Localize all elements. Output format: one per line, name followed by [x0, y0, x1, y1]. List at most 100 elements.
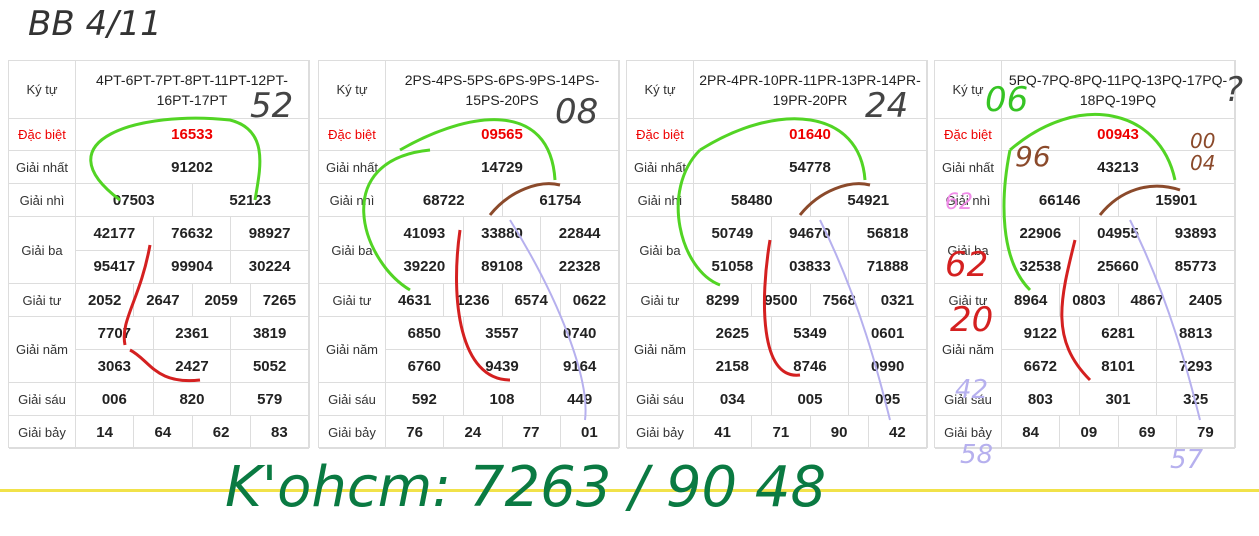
prize-number: 14: [76, 416, 135, 449]
prize-number: 9164: [541, 350, 619, 383]
row-label: Giải nhì: [627, 184, 694, 217]
prize-number: 39220: [386, 250, 464, 284]
prize-number: 006: [76, 383, 154, 416]
prize-number: 54921: [810, 184, 927, 217]
annotation: BB 4/11: [28, 4, 162, 44]
row-label: Giải bảy: [319, 416, 386, 449]
row-label: Đặc biệt: [319, 119, 386, 151]
prize-number: 9439: [463, 350, 542, 383]
row-label: Giải nhất: [935, 151, 1002, 184]
prize-number: 9500: [752, 284, 811, 317]
annotation: 52: [250, 86, 294, 126]
annotation: ?: [1225, 70, 1244, 110]
prize-number: 24: [444, 416, 503, 449]
annotation: 00 04: [1190, 129, 1216, 175]
prize-number: 14729: [386, 151, 619, 184]
row-label: Giải tư: [319, 284, 386, 317]
prize-number: 01: [560, 416, 619, 449]
prize-number: 54778: [694, 151, 927, 184]
annotation: 08: [555, 92, 599, 132]
prize-number: 42177: [76, 217, 154, 251]
row-label: Giải nhất: [319, 151, 386, 184]
prize-number: 301: [1079, 383, 1158, 416]
prize-number: 84: [1002, 416, 1061, 449]
prize-number: 8813: [1157, 317, 1235, 350]
prize-number: 2405: [1176, 284, 1235, 317]
prize-number: 0740: [541, 317, 619, 350]
prize-number: 6672: [1002, 350, 1080, 383]
prize-number: 8746: [771, 350, 850, 383]
prize-number: 33880: [463, 217, 542, 251]
prize-number: 07503: [76, 184, 193, 217]
prize-number: 005: [771, 383, 850, 416]
annotation: K'ohcm: 7263 / 90 48: [225, 455, 827, 520]
annotation: 58: [960, 440, 994, 470]
prize-number: 034: [694, 383, 772, 416]
prize-number: 0803: [1060, 284, 1119, 317]
prize-number: 30224: [231, 250, 309, 284]
annotation: 62: [945, 190, 973, 215]
prize-number: 7568: [810, 284, 869, 317]
prize-number: 79: [1176, 416, 1235, 449]
row-label: Giải nhất: [9, 151, 76, 184]
prize-number: 3819: [231, 317, 309, 350]
prize-number: 8101: [1079, 350, 1158, 383]
prize-number: 22328: [541, 250, 619, 284]
prize-number: 51058: [694, 250, 772, 284]
prize-number: 108: [463, 383, 542, 416]
annotation: 96: [1015, 140, 1051, 173]
row-label: Ký tự: [627, 61, 694, 119]
prize-number: 77: [502, 416, 561, 449]
prize-number: 3557: [463, 317, 542, 350]
row-label: Giải năm: [627, 317, 694, 383]
row-label: Ký tự: [935, 61, 1002, 119]
bottom-line: [0, 489, 1259, 492]
prize-number: 71888: [849, 250, 927, 284]
row-label: Giải ba: [9, 217, 76, 284]
prize-number: 8964: [1002, 284, 1061, 317]
row-label: Giải nhì: [9, 184, 76, 217]
prize-number: 0622: [560, 284, 619, 317]
prize-number: 61754: [502, 184, 619, 217]
prize-number: 0321: [868, 284, 927, 317]
row-label: Ký tự: [319, 61, 386, 119]
row-label: Đặc biệt: [935, 119, 1002, 151]
prize-number: 68722: [386, 184, 503, 217]
prize-number: 66146: [1002, 184, 1119, 217]
prize-number: 095: [849, 383, 927, 416]
row-label: Giải ba: [627, 217, 694, 284]
row-label: Giải tư: [627, 284, 694, 317]
annotation: 57: [1170, 445, 1204, 475]
prize-number: 89108: [463, 250, 542, 284]
row-label: Giải sáu: [627, 383, 694, 416]
prize-number: 5052: [231, 350, 309, 383]
row-label: Giải sáu: [319, 383, 386, 416]
row-label: Giải năm: [319, 317, 386, 383]
annotation: 24: [865, 86, 909, 126]
prize-number: 7293: [1157, 350, 1235, 383]
prize-number: 2625: [694, 317, 772, 350]
prize-number: 99904: [153, 250, 232, 284]
prize-number: 91202: [76, 151, 309, 184]
row-label: Giải bảy: [9, 416, 76, 449]
row-label: Giải nhì: [319, 184, 386, 217]
row-label: Giải bảy: [935, 416, 1002, 449]
prize-number: 76632: [153, 217, 232, 251]
prize-number: 2052: [76, 284, 135, 317]
prize-number: 32538: [1002, 250, 1080, 284]
prize-number: 22844: [541, 217, 619, 251]
prize-number: 592: [386, 383, 464, 416]
prize-number: 2361: [153, 317, 232, 350]
prize-number: 98927: [231, 217, 309, 251]
prize-number: 04955: [1079, 217, 1158, 251]
series-code: 5PQ-7PQ-8PQ-11PQ-13PQ-17PQ-18PQ-19PQ: [1002, 61, 1235, 119]
prize-number: 4631: [386, 284, 445, 317]
annotation: 62: [945, 245, 989, 285]
prize-number: 6760: [386, 350, 464, 383]
prize-number: 5349: [771, 317, 850, 350]
prize-number: 803: [1002, 383, 1080, 416]
prize-number: 3063: [76, 350, 154, 383]
prize-number: 85773: [1157, 250, 1235, 284]
row-label: Giải nhất: [627, 151, 694, 184]
prize-number: 0990: [849, 350, 927, 383]
